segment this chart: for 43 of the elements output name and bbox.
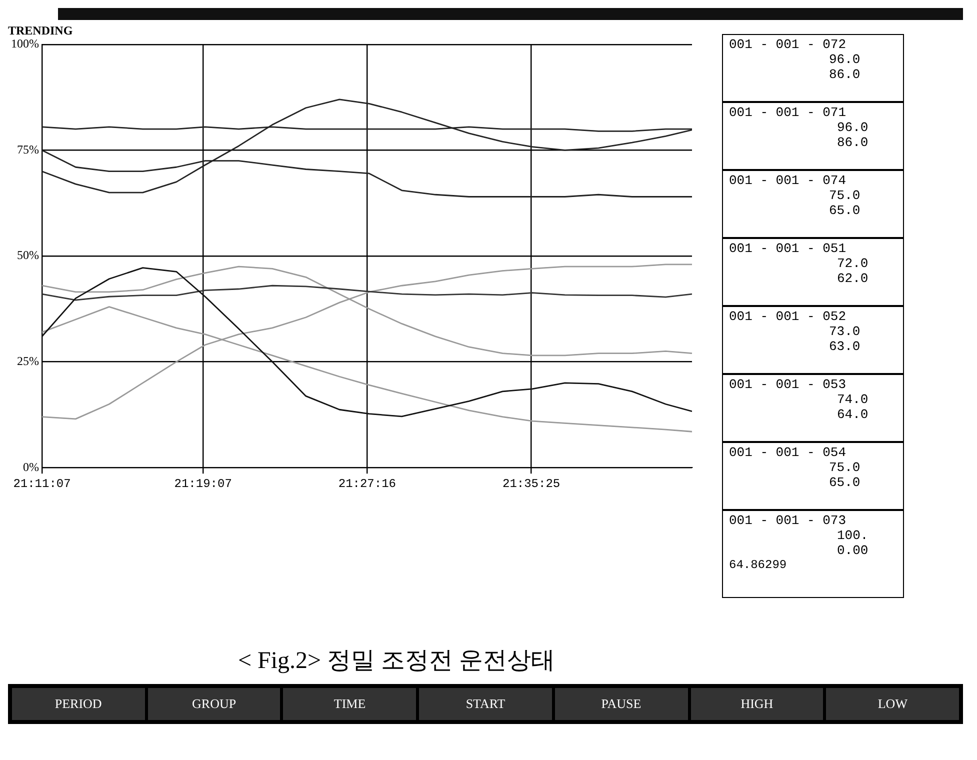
y-tick-label: 100% xyxy=(10,36,39,51)
text: 001 - 001 - 054 xyxy=(729,445,848,460)
x-tick-label: 21:19:07 xyxy=(174,476,232,491)
text: 73.0 xyxy=(829,324,860,339)
text: 001 - 001 - 072 xyxy=(729,37,848,52)
x-tick-label: 21:11:07 xyxy=(13,476,71,491)
text: 86.0 xyxy=(829,67,860,82)
text: 96.0 xyxy=(837,120,868,135)
text: 001 - 001 - 052 xyxy=(729,309,848,324)
text: PERIOD xyxy=(12,688,145,720)
text: 72.0 xyxy=(837,256,868,271)
text: 100. xyxy=(837,528,868,543)
text: 0.00 xyxy=(837,543,868,558)
chart-title: TRENDING xyxy=(8,23,73,38)
y-tick-label: 0% xyxy=(22,460,39,474)
text: 75.0 xyxy=(829,188,860,203)
text: START xyxy=(419,688,552,720)
text: 64.86299 xyxy=(729,558,788,572)
y-tick-label: 75% xyxy=(16,142,39,156)
text: PAUSE xyxy=(554,688,688,720)
text: 96.0 xyxy=(829,52,860,67)
text: 001 - 001 - 074 xyxy=(729,173,848,188)
text: 001 - 001 - 073 xyxy=(729,513,848,528)
text: LOW xyxy=(826,688,960,720)
y-tick-label: 25% xyxy=(16,354,39,368)
text: TIME xyxy=(283,688,416,720)
text: GROUP xyxy=(148,688,280,720)
text: 74.0 xyxy=(837,392,868,407)
text: 62.0 xyxy=(837,271,868,286)
text: 75.0 xyxy=(829,460,860,475)
text: < Fig.2> 정밀 조정전 운전상태 xyxy=(238,647,556,676)
y-tick-label: 50% xyxy=(16,248,39,262)
text: 63.0 xyxy=(829,339,860,354)
x-tick-label: 21:27:16 xyxy=(338,476,396,491)
text: HIGH xyxy=(690,688,824,720)
text: 65.0 xyxy=(829,475,860,490)
text: 001 - 001 - 053 xyxy=(729,377,848,392)
text: 001 - 001 - 071 xyxy=(729,105,848,120)
x-tick-label: 21:35:25 xyxy=(502,476,560,491)
text: 65.0 xyxy=(829,203,860,218)
text: 64.0 xyxy=(837,407,868,422)
text: 86.0 xyxy=(837,135,868,150)
text: 001 - 001 - 051 xyxy=(729,241,848,256)
